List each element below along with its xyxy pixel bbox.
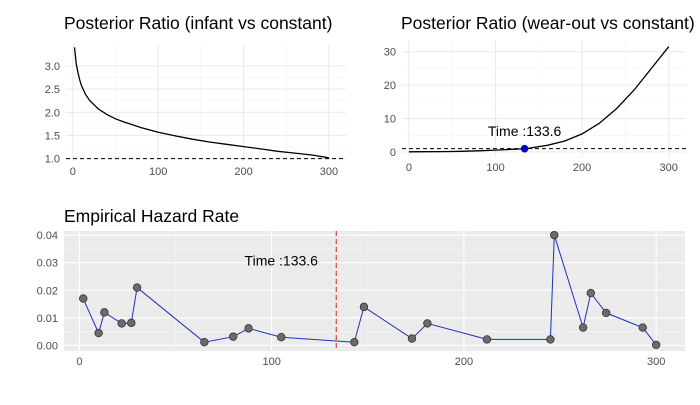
- x-tick-label: 300: [660, 162, 678, 174]
- data-point: [94, 328, 103, 338]
- y-tick-label: 2.5: [45, 84, 60, 96]
- data-point: [638, 323, 647, 332]
- data-point: [117, 319, 126, 328]
- y-tick-label: 0.01: [37, 313, 58, 325]
- y-tick-label: 20: [384, 80, 396, 92]
- series-line: [73, 47, 330, 159]
- data-point: [100, 308, 109, 317]
- x-tick-label: 100: [149, 166, 167, 178]
- chart-title-infant: Posterior Ratio (infant vs constant): [64, 13, 332, 33]
- data-point: [550, 230, 559, 240]
- x-tick-label: 300: [647, 356, 665, 368]
- x-tick-label: 200: [234, 166, 252, 178]
- y-tick-label: 0: [390, 147, 396, 159]
- y-tick-label: 0.04: [37, 230, 58, 242]
- y-tick-label: 0.00: [37, 340, 58, 352]
- data-point: [200, 337, 209, 347]
- time-annotation: Time :133.6: [245, 252, 319, 268]
- data-point: [586, 288, 595, 298]
- data-point: [277, 333, 286, 342]
- chart-title-hazard: Empirical Hazard Rate: [64, 206, 239, 226]
- data-point: [407, 334, 417, 343]
- data-point: [423, 319, 432, 328]
- panel-hazard: 0 100 200 300 0.00 0.01 0.02 0.03 0.04 Time :133.…: [37, 230, 685, 368]
- data-point: [244, 324, 253, 333]
- data-point: [127, 318, 136, 328]
- x-tick-label: 0: [76, 356, 82, 368]
- y-tick-label: 0.03: [37, 258, 58, 270]
- series-line: [82, 234, 657, 346]
- data-point: [578, 323, 588, 332]
- x-tick-label: 100: [262, 356, 280, 368]
- data-point: [482, 335, 492, 344]
- y-tick-label: 30: [384, 47, 396, 59]
- x-tick-label: 200: [573, 162, 591, 174]
- panel-wearout: 0 100 200 300 0 10 20 30 Time :133.6: [384, 40, 686, 174]
- y-tick-label: 10: [384, 114, 396, 126]
- time-annotation: Time :133.6: [488, 123, 562, 139]
- chart-title-wearout: Posterior Ratio (wear-out vs constant): [401, 13, 695, 33]
- data-point: [132, 283, 142, 292]
- y-tick-label: 3.0: [45, 61, 60, 73]
- data-point: [359, 302, 369, 312]
- data-point: [651, 340, 661, 350]
- x-tick-label: 200: [455, 356, 473, 368]
- y-tick-label: 1.0: [45, 154, 60, 166]
- x-tick-label: 100: [486, 162, 504, 174]
- data-point: [228, 332, 238, 341]
- data-point: [79, 294, 88, 303]
- data-point: [350, 337, 359, 347]
- series-line: [408, 46, 670, 153]
- data-point: [601, 308, 611, 318]
- y-tick-label: 2.0: [45, 107, 60, 119]
- x-tick-label: 300: [320, 166, 338, 178]
- data-point: [546, 335, 555, 344]
- time-marker: [520, 144, 529, 153]
- x-tick-label: 0: [70, 166, 76, 178]
- y-tick-label: 0.02: [37, 285, 58, 297]
- x-tick-label: 0: [406, 162, 412, 174]
- y-tick-label: 1.5: [45, 130, 60, 142]
- panel-infant: 0 100 200 300 1.0 1.5 2.0 2.5 3.0: [45, 45, 346, 178]
